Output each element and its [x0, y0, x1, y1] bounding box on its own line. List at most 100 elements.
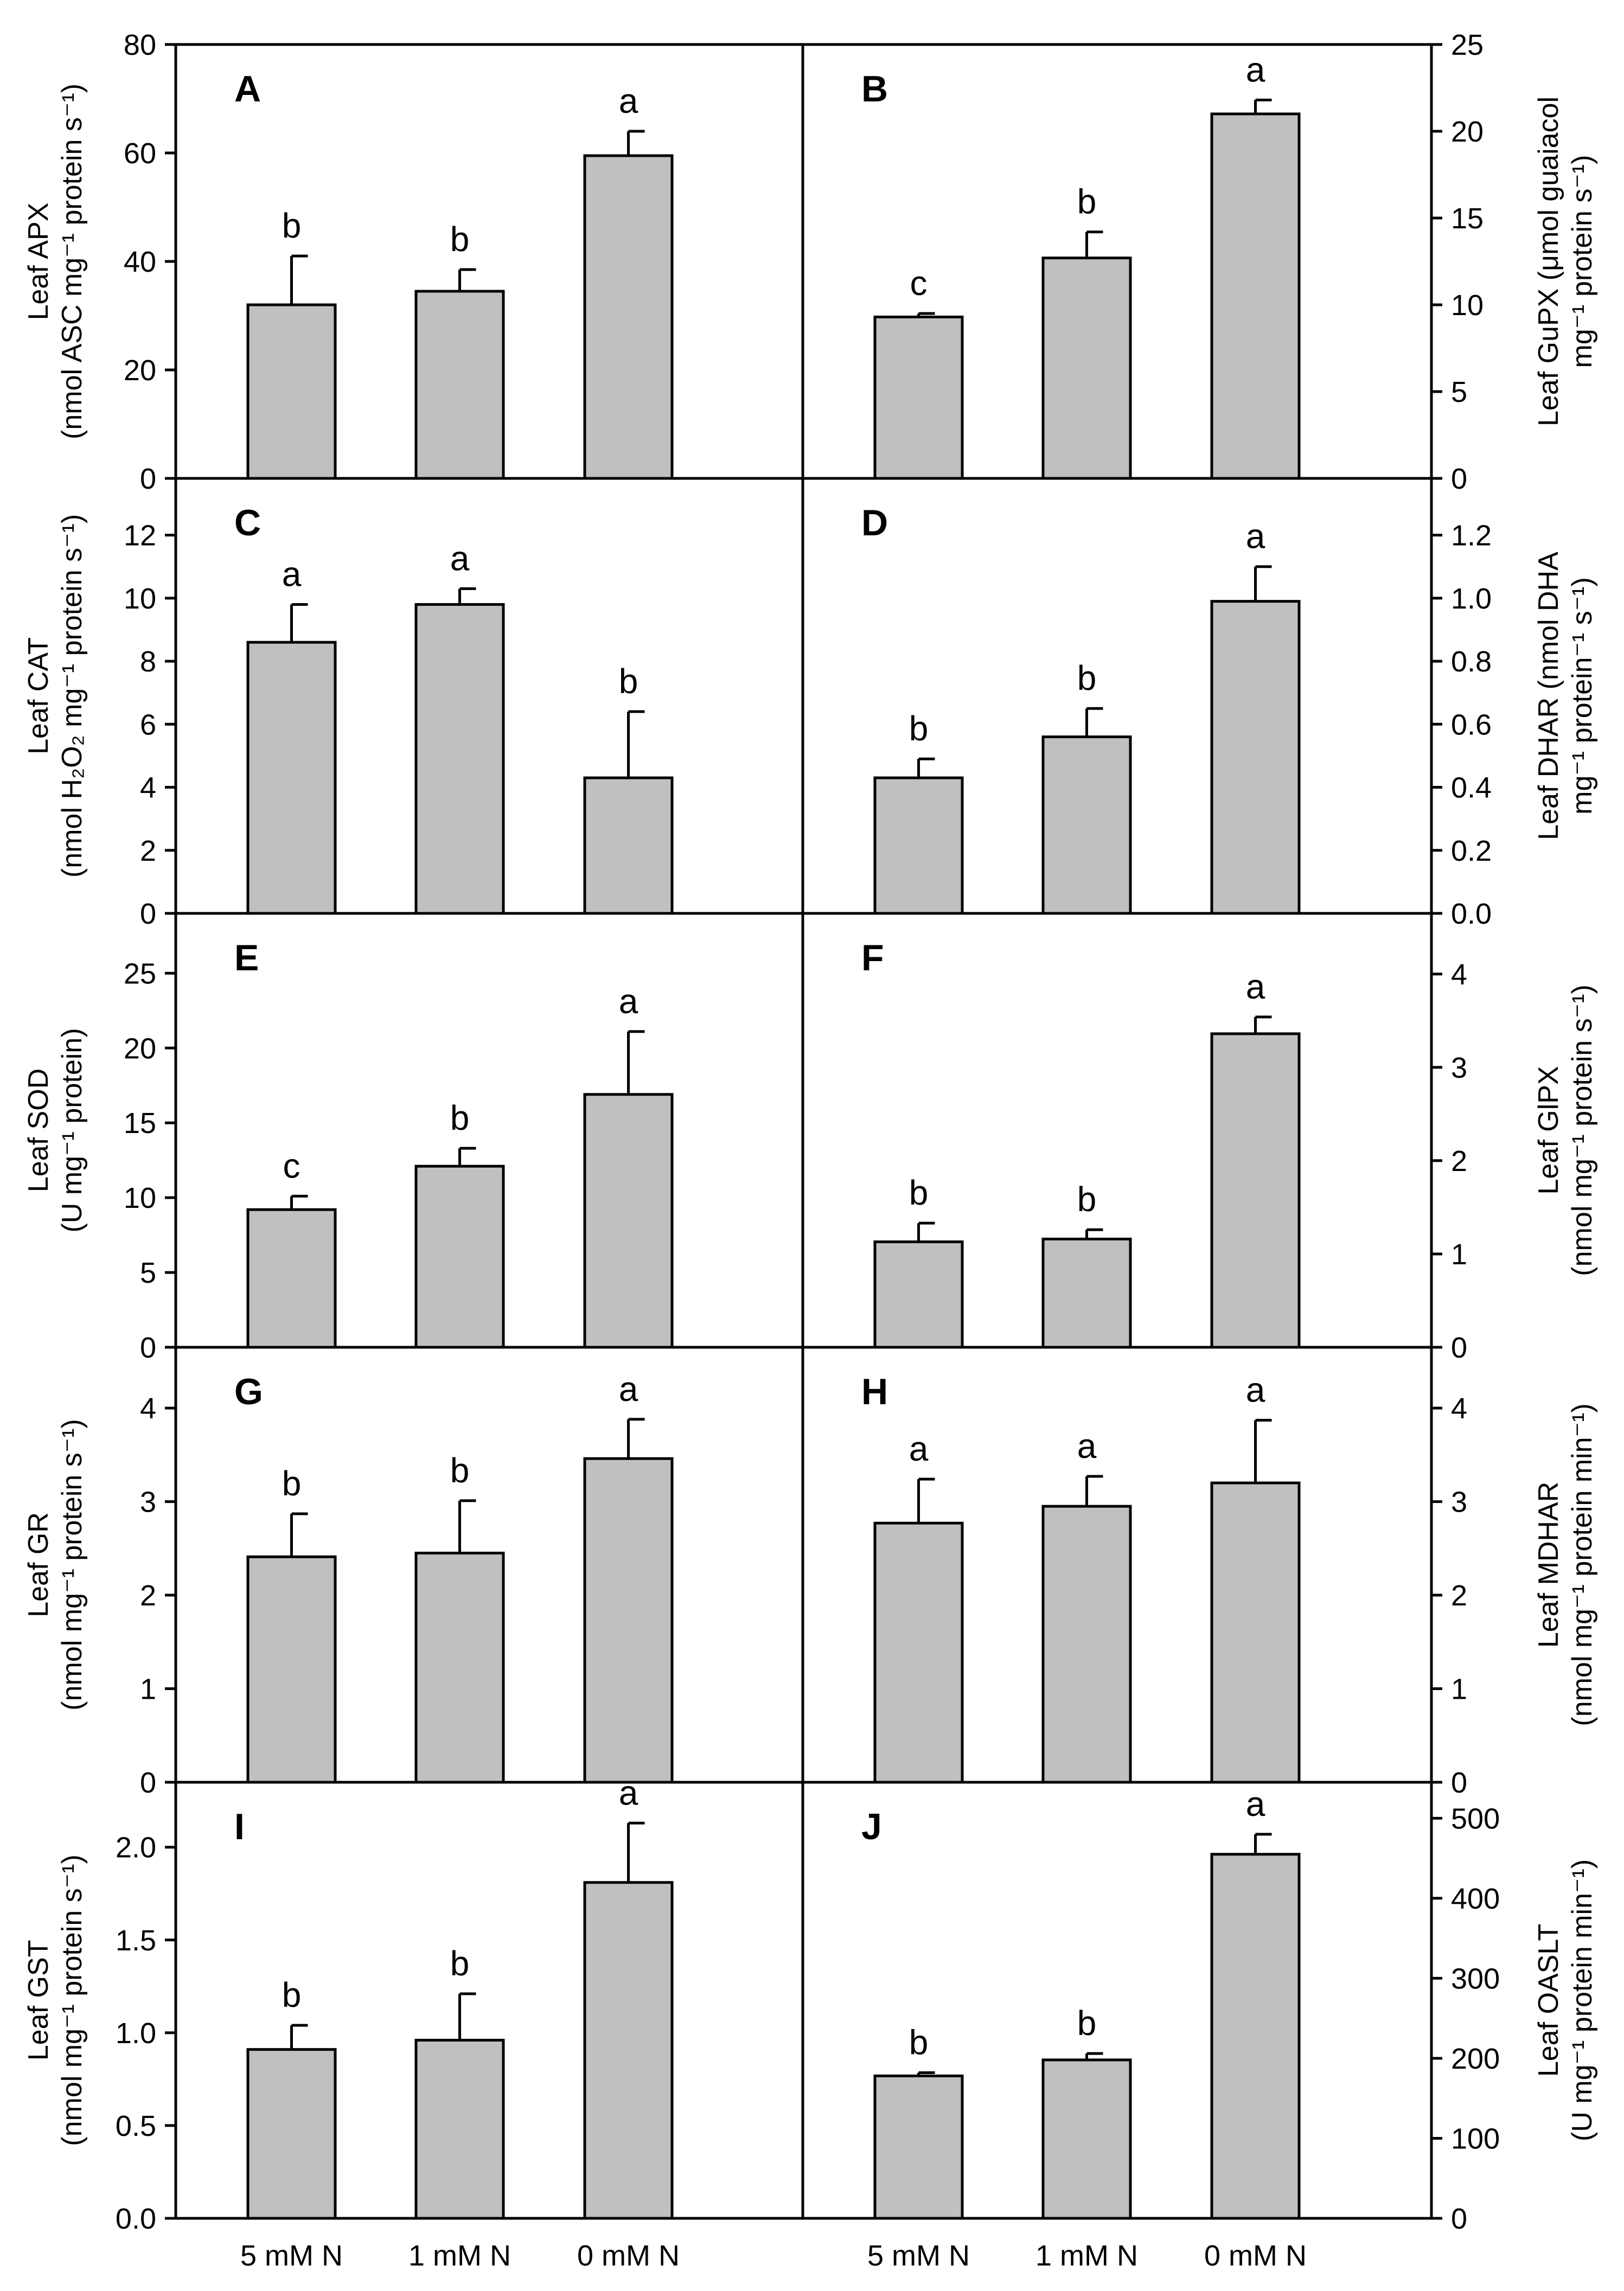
panel-f-ylabel-line: (nmol mg⁻¹ protein s⁻¹): [1567, 984, 1598, 1276]
panel-g-ytick-label: 3: [140, 1486, 156, 1519]
panel-f-letter: F: [861, 937, 884, 978]
panel-c-ytick-label: 2: [140, 835, 156, 867]
x-category-label-left: 1 mM N: [408, 2239, 511, 2272]
panel-c-significance-letter: a: [450, 539, 470, 578]
panel-d-ytick-label: 0.2: [1451, 835, 1492, 867]
panel-e-ytick-label: 20: [124, 1032, 156, 1065]
panel-c-ylabel-line: (nmol H₂O₂ mg⁻¹ protein s⁻¹): [56, 514, 88, 878]
panel-d-ylabel-line: Leaf DHAR (nmol DHA: [1533, 552, 1564, 840]
panel-f-bar: [1210, 1032, 1301, 1349]
panel-g-ylabel-line: (nmol mg⁻¹ protein s⁻¹): [56, 1419, 88, 1710]
panel-b-letter: B: [861, 68, 888, 110]
panel-e-letter: E: [234, 937, 259, 978]
panel-h-ylabel-line: Leaf MDHAR: [1533, 1482, 1564, 1648]
panel-h-bar: [873, 1521, 964, 1784]
panel-i-ytick-label: 0.0: [116, 2203, 156, 2235]
panel-c-ytick-label: 10: [124, 583, 156, 615]
panel-g-letter: G: [234, 1371, 263, 1412]
panel-i-significance-letter: b: [450, 1944, 470, 1983]
panel-c-significance-letter: b: [619, 662, 638, 701]
panel-h-significance-letter: a: [909, 1429, 929, 1468]
panel-j-letter: J: [861, 1806, 882, 1847]
panel-b-ytick-label: 5: [1451, 376, 1467, 408]
panel-j-ytick-label: 200: [1451, 2043, 1500, 2075]
panel-g-significance-letter: b: [450, 1451, 470, 1490]
panel-h-significance-letter: a: [1246, 1371, 1265, 1410]
panel-a-ytick-label: 40: [124, 246, 156, 278]
panel-d-ylabel-line: mg⁻¹ protein⁻¹ s⁻¹): [1567, 577, 1598, 815]
panel-c-bar: [414, 603, 505, 915]
panel-a: 0 20 40 60 80 b b a A Leaf APX (nmol ASC mg⁻¹ prot…: [23, 29, 804, 495]
panel-j: 0 100 200 300 400 500 b b a J Leaf OASLT (U mg⁻¹ pr…: [801, 1781, 1598, 2235]
panel-a-bar: [246, 303, 337, 480]
panel-h-ytick-label: 0: [1451, 1767, 1467, 1799]
panel-b-ylabel-line: mg⁻¹ protein s⁻¹): [1567, 155, 1598, 368]
panel-d-significance-letter: a: [1246, 517, 1265, 556]
panel-c-ylabel-line: Leaf CAT: [23, 637, 54, 754]
panel-h-significance-letter: a: [1077, 1426, 1097, 1466]
panel-j-ytick-label: 300: [1451, 1962, 1500, 1995]
panel-d-bar: [1041, 735, 1132, 915]
panel-b-ytick-label: 10: [1451, 289, 1484, 322]
panel-h-ytick-label: 2: [1451, 1579, 1467, 1612]
panel-a-bar: [414, 290, 505, 480]
panel-g-bar: [246, 1555, 337, 1784]
x-category-label-left: 5 mM N: [240, 2239, 343, 2272]
panel-e-bar: [246, 1208, 337, 1349]
x-category-label-right: 5 mM N: [867, 2239, 970, 2272]
panel-g-ytick-label: 2: [140, 1579, 156, 1612]
panel-a-significance-letter: b: [450, 220, 470, 259]
panel-f-significance-letter: b: [1077, 1180, 1097, 1219]
panel-e-significance-letter: b: [450, 1098, 470, 1137]
panel-a-bar: [583, 154, 674, 480]
panel-a-ytick-label: 0: [140, 463, 156, 495]
panel-d-ytick-label: 1.0: [1451, 583, 1492, 615]
panel-c-ytick-label: 4: [140, 772, 156, 804]
panel-b-significance-letter: c: [910, 264, 928, 303]
panel-j-ylabel-line: (U mg⁻¹ protein min⁻¹): [1567, 1859, 1598, 2141]
panel-e-ylabel-line: (U mg⁻¹ protein): [56, 1028, 88, 1232]
panel-h-ytick-label: 4: [1451, 1392, 1467, 1425]
panel-d-ytick-label: 0.8: [1451, 645, 1492, 678]
panel-c-letter: C: [234, 502, 261, 543]
panel-e-significance-letter: c: [283, 1146, 300, 1185]
panel-i-ytick-label: 1.5: [116, 1924, 156, 1957]
panel-a-significance-letter: a: [619, 81, 638, 120]
panel-e-significance-letter: a: [619, 982, 638, 1021]
panel-b-ylabel-line: Leaf GuPX (μmol guaiacol: [1533, 97, 1564, 426]
panel-h-bar: [1041, 1505, 1132, 1784]
panel-g-significance-letter: a: [619, 1370, 638, 1409]
panel-i-letter: I: [234, 1806, 245, 1847]
panel-j-significance-letter: b: [1077, 2004, 1097, 2043]
panel-d-bar: [873, 776, 964, 915]
panel-j-ytick-label: 100: [1451, 2122, 1500, 2155]
panel-b-ytick-label: 15: [1451, 202, 1484, 235]
panel-c-ytick-label: 12: [124, 520, 156, 552]
panel-j-ylabel-line: Leaf OASLT: [1533, 1924, 1564, 2077]
panel-d-letter: D: [861, 502, 888, 543]
panel-e: 0 5 10 15 20 25 c b a E Leaf SOD (U mg⁻¹ protein): [23, 912, 804, 1364]
panel-j-bar: [1210, 1853, 1301, 2220]
panel-j-ytick-label: 0: [1451, 2203, 1467, 2235]
panel-f-ylabel-line: Leaf GlPX: [1533, 1066, 1564, 1194]
panel-e-ytick-label: 0: [140, 1332, 156, 1364]
panel-i-bar: [246, 2048, 337, 2220]
panel-c-bar: [583, 776, 674, 915]
panel-g-ytick-label: 0: [140, 1767, 156, 1799]
panel-i-bar: [583, 1881, 674, 2220]
panel-i-bar: [414, 2039, 505, 2220]
panel-d-ytick-label: 0.4: [1451, 772, 1492, 804]
panel-h-ytick-label: 3: [1451, 1486, 1467, 1519]
panel-b-ytick-label: 25: [1451, 29, 1484, 61]
panel-g: 0 1 2 3 4 b b a G Leaf GR (nmol mg⁻¹ protein s⁻¹): [23, 1346, 804, 1799]
panel-e-ytick-label: 15: [124, 1107, 156, 1140]
panel-a-ytick-label: 80: [124, 29, 156, 61]
panel-j-significance-letter: b: [909, 2023, 929, 2062]
panel-f-bar: [873, 1240, 964, 1349]
panel-f-ytick-label: 1: [1451, 1238, 1467, 1271]
panel-e-bar: [414, 1164, 505, 1349]
panel-e-ytick-label: 10: [124, 1182, 156, 1214]
